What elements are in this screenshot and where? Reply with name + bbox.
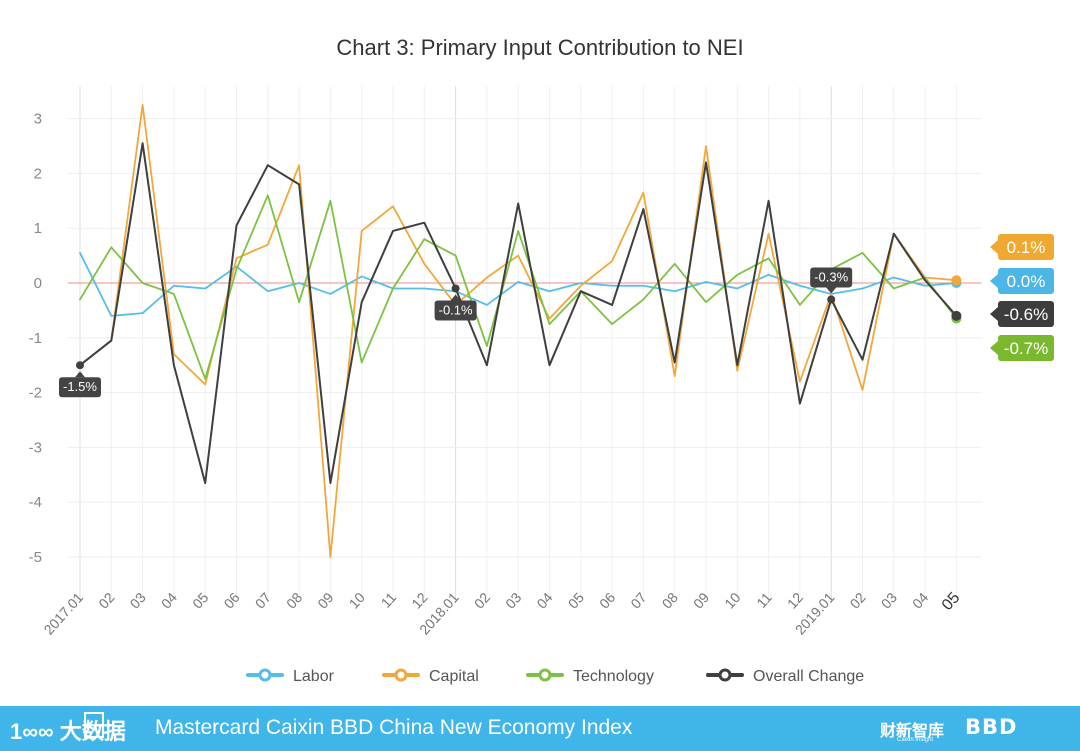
series-line-overall-change xyxy=(79,142,958,485)
annotation-pointer xyxy=(826,287,837,294)
chart-title: Chart 3: Primary Input Contribution to N… xyxy=(336,35,743,60)
annotation-point xyxy=(827,295,836,304)
y-tick-label: -2 xyxy=(29,385,42,402)
x-tick-label: 03 xyxy=(127,589,149,611)
x-tick-label: 12 xyxy=(408,589,430,611)
series-endpoint-capital xyxy=(951,275,962,286)
y-tick-label: 1 xyxy=(34,220,42,237)
end-label-pointer xyxy=(990,307,998,321)
end-label-capital: 0.1% xyxy=(1007,238,1046,257)
end-label-box-capital xyxy=(998,234,1054,260)
x-tick-label: 02 xyxy=(846,589,868,611)
legend-marker-labor[interactable] xyxy=(258,668,272,682)
x-tick-label: 04 xyxy=(533,589,555,611)
y-tick-label: -3 xyxy=(29,439,42,456)
caixin-logo-subtitle: Caixin Insight xyxy=(897,737,934,743)
series-line-labor xyxy=(79,251,958,317)
y-tick-label: 0 xyxy=(34,275,42,292)
legend-label-technology[interactable]: Technology xyxy=(573,668,654,685)
x-tick-label: 2017.01 xyxy=(40,589,86,637)
annotation-box xyxy=(810,267,853,288)
legend-marker-overall-change[interactable] xyxy=(718,668,732,682)
x-tick-label: 04 xyxy=(909,589,931,611)
end-label-pointer xyxy=(990,341,998,355)
end-label-pointer xyxy=(990,274,998,288)
end-label-labor: 0.0% xyxy=(1007,272,1046,291)
y-tick-label: -5 xyxy=(29,549,42,566)
x-tick-label: 02 xyxy=(471,589,493,611)
x-tick-label: 11 xyxy=(378,589,400,611)
x-tick-label: 05 xyxy=(189,589,211,611)
end-labels: 0.1% 0.0% -0.6% -0.7% xyxy=(990,234,1054,361)
end-label-box-labor xyxy=(998,268,1054,294)
x-tick-label: 05 xyxy=(939,589,964,614)
x-tick-label: 10 xyxy=(721,589,743,611)
end-label-pointer xyxy=(990,240,998,254)
x-tick-label: 02 xyxy=(95,589,117,611)
legend-marker-technology[interactable] xyxy=(538,668,552,682)
annotation-label: -0.1% xyxy=(439,302,473,317)
grid xyxy=(68,86,982,600)
annotation-label: -1.5% xyxy=(63,379,97,394)
legend-marker-capital[interactable] xyxy=(394,668,408,682)
series-line-capital xyxy=(79,104,958,558)
end-label-box-overall-change xyxy=(998,301,1054,327)
x-tick-label: 05 xyxy=(565,589,587,611)
end-label-box-technology xyxy=(998,335,1054,361)
annotations: -1.5% -0.1% -0.3% xyxy=(59,267,853,398)
x-tick-label: 03 xyxy=(878,589,900,611)
series-group xyxy=(79,104,962,558)
x-tick-label: 11 xyxy=(753,589,775,611)
nei-logo-icon xyxy=(84,712,104,738)
x-tick-label: 08 xyxy=(283,589,305,611)
chart: Chart 3: Primary Input Contribution to N… xyxy=(29,35,1054,685)
x-tick-label: 09 xyxy=(690,589,712,611)
annotation-box xyxy=(59,377,101,398)
x-tick-label: 06 xyxy=(220,589,242,611)
y-tick-label: -4 xyxy=(29,494,42,511)
x-tick-label: 07 xyxy=(252,589,274,611)
footer-bar: 1∞∞ 大数据 Mastercard Caixin BBD China New … xyxy=(0,706,1080,751)
annotation-pointer xyxy=(75,371,85,378)
x-tick-label: 03 xyxy=(502,589,524,611)
annotation-point xyxy=(76,361,84,370)
x-tick-label: 10 xyxy=(346,589,368,611)
footer-logo: 1∞∞ 大数据 xyxy=(10,719,126,744)
y-axis: 3 2 1 0 -1 -2 -3 -4 -5 xyxy=(29,111,42,566)
x-tick-label: 04 xyxy=(158,589,180,611)
annotation-label: -0.3% xyxy=(814,269,848,284)
footer-title: Mastercard Caixin BBD China New Economy … xyxy=(155,716,633,739)
y-tick-label: -1 xyxy=(29,330,42,347)
end-label-technology: -0.7% xyxy=(1004,339,1048,358)
y-tick-label: 2 xyxy=(34,165,42,182)
caixin-logo: 财新智库 xyxy=(880,723,945,740)
series-endpoint-overall-change xyxy=(951,310,962,321)
x-tick-label: 08 xyxy=(659,589,681,611)
legend-label-labor[interactable]: Labor xyxy=(293,668,335,685)
annotation-pointer xyxy=(450,294,461,301)
y-tick-label: 3 xyxy=(34,111,42,128)
end-label-overall-change: -0.6% xyxy=(1004,305,1048,324)
legend[interactable]: Labor Capital Technology Overall Change xyxy=(246,668,864,685)
annotation-point xyxy=(451,284,460,293)
x-tick-label: 12 xyxy=(784,589,806,611)
legend-label-overall-change[interactable]: Overall Change xyxy=(753,668,864,685)
x-tick-label: 09 xyxy=(314,589,336,611)
legend-label-capital[interactable]: Capital xyxy=(429,668,479,685)
bbd-logo: BBD xyxy=(965,715,1018,739)
annotation-box xyxy=(434,300,477,321)
x-tick-label: 06 xyxy=(596,589,618,611)
x-tick-label: 07 xyxy=(627,589,649,611)
